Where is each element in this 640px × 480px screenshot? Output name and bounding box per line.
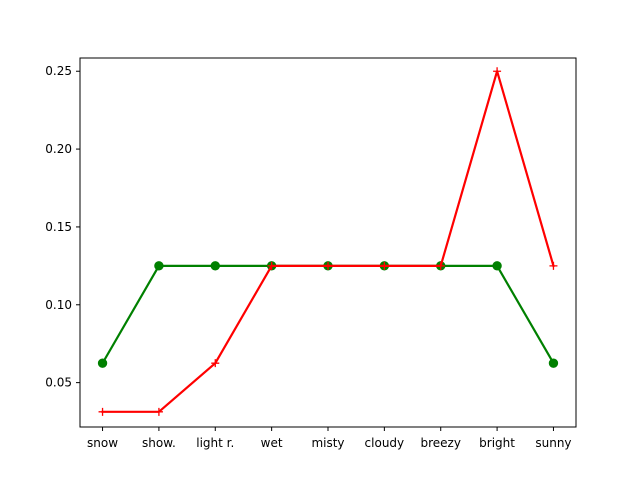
data-point-1-7 xyxy=(493,67,502,76)
x-tick-label-2: light r. xyxy=(196,436,234,450)
data-point-1-3 xyxy=(267,261,276,270)
y-tick-label-4: 0.25 xyxy=(45,64,72,78)
x-tick-label-0: snow xyxy=(87,436,118,450)
data-point-1-8 xyxy=(549,261,558,270)
data-point-1-4 xyxy=(324,261,332,270)
plot-area xyxy=(80,58,576,427)
data-point-0-1 xyxy=(154,261,164,271)
x-tick-label-3: wet xyxy=(261,436,283,450)
x-tick-label-7: bright xyxy=(479,436,515,450)
data-point-1-0 xyxy=(98,407,107,416)
data-point-1-6 xyxy=(436,261,445,270)
x-tick-label-5: cloudy xyxy=(365,436,405,450)
x-tick-label-6: breezy xyxy=(421,436,461,450)
y-tick-label-3: 0.20 xyxy=(45,142,72,156)
data-point-0-7 xyxy=(492,261,502,271)
y-tick-label-0: 0.05 xyxy=(45,376,72,390)
y-tick-label-1: 0.10 xyxy=(45,298,72,312)
x-tick-label-8: sunny xyxy=(535,436,571,450)
data-point-0-0 xyxy=(97,358,108,368)
axes-layer: snow show. light r. wet misty cloudy breezy bri… xyxy=(45,57,577,450)
data-point-1-1 xyxy=(154,407,163,416)
series-layer xyxy=(97,67,559,416)
data-point-0-8 xyxy=(548,358,559,368)
data-point-0-2 xyxy=(210,261,220,271)
data-point-1-5 xyxy=(380,261,389,270)
x-tick-label-4: misty xyxy=(311,436,344,450)
data-point-1-2 xyxy=(211,359,220,368)
plot-background xyxy=(80,58,576,427)
y-tick-label-2: 0.15 xyxy=(45,220,72,234)
x-tick-label-1: show. xyxy=(142,436,176,450)
series-1 xyxy=(98,67,558,416)
